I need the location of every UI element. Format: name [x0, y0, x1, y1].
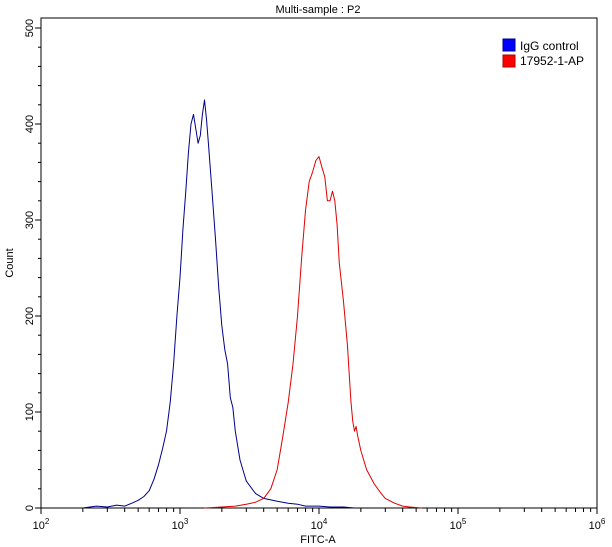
x-axis: 102 103 104 105 106 — [33, 508, 606, 532]
legend-label-igg: IgG control — [520, 39, 579, 53]
y-tick-label: 200 — [24, 307, 36, 325]
y-tick-label: 300 — [24, 211, 36, 229]
plot-frame — [40, 17, 598, 509]
series-17952-1-ap — [204, 156, 422, 509]
y-tick-label: 500 — [24, 19, 36, 37]
x-tick-label: 105 — [450, 517, 467, 532]
y-tick-label: 400 — [24, 115, 36, 133]
series-layer — [82, 99, 422, 509]
legend-swatch-antibody — [502, 54, 516, 68]
chart-title: Multi-sample : P2 — [276, 4, 361, 16]
legend-swatch-igg — [502, 38, 516, 52]
y-tick-label: 100 — [24, 403, 36, 421]
x-axis-label: FITC-A — [300, 534, 336, 546]
y-axis: 0 100 200 300 400 500 — [24, 19, 41, 511]
series-igg-control — [82, 99, 355, 509]
x-tick-label: 104 — [311, 517, 328, 532]
x-tick-label: 103 — [172, 517, 189, 532]
x-tick-label: 106 — [589, 517, 606, 532]
legend-label-antibody: 17952-1-AP — [520, 54, 584, 68]
x-tick-label: 102 — [33, 517, 50, 532]
y-tick-label: 0 — [24, 505, 36, 511]
legend: IgG control 17952-1-AP — [502, 38, 584, 68]
y-axis-label: Count — [4, 248, 16, 277]
